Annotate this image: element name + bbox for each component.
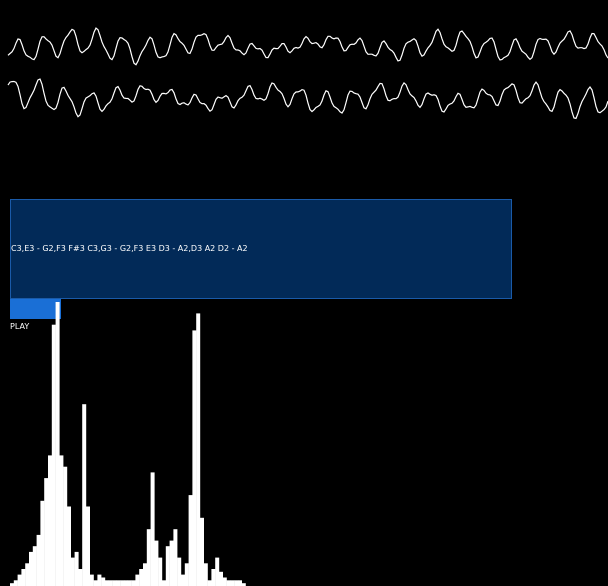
spectrum-bar bbox=[188, 495, 193, 586]
spectrum-bar bbox=[215, 557, 220, 586]
spectrum-bar bbox=[89, 574, 94, 586]
spectrum-bar bbox=[108, 580, 113, 586]
spectrum-bar bbox=[226, 580, 231, 586]
spectrum-bar bbox=[139, 569, 144, 586]
spectrum-bar bbox=[17, 574, 22, 586]
play-button[interactable] bbox=[10, 299, 61, 319]
waveform-line-bottom bbox=[7, 78, 608, 120]
spectrum-bar bbox=[10, 583, 14, 586]
spectrum-bar bbox=[207, 580, 212, 586]
spectrum-bar bbox=[59, 455, 64, 586]
spectrum-bar bbox=[162, 580, 166, 586]
spectrum-bar bbox=[32, 546, 37, 586]
spectrum-display bbox=[10, 302, 246, 586]
spectrum-bar bbox=[63, 466, 68, 586]
spectrum-bar bbox=[173, 529, 178, 586]
spectrum-bar bbox=[184, 563, 189, 586]
spectrum-bar bbox=[67, 506, 71, 586]
spectrum-bar bbox=[181, 574, 185, 586]
play-label: PLAY bbox=[10, 322, 30, 331]
spectrum-bar bbox=[222, 577, 227, 586]
spectrum-bar bbox=[116, 580, 121, 586]
spectrum-bar bbox=[165, 546, 170, 586]
spectrum-bar bbox=[29, 551, 33, 586]
spectrum-bar bbox=[127, 580, 132, 586]
spectrum-bar bbox=[112, 580, 117, 586]
spectrum-bar bbox=[74, 551, 79, 586]
spectrum-bar bbox=[241, 583, 246, 586]
spectrum-bar bbox=[177, 557, 182, 586]
spectrum-bar bbox=[101, 577, 106, 586]
spectrum-bar bbox=[158, 557, 163, 586]
spectrum-bar bbox=[105, 580, 109, 586]
spectrum-bar bbox=[200, 517, 204, 586]
spectrum-bar bbox=[203, 563, 208, 586]
spectrum-bar bbox=[44, 478, 49, 586]
spectrum-bar bbox=[82, 404, 87, 586]
spectrum-bar bbox=[51, 324, 56, 586]
spectrum-bar bbox=[40, 500, 45, 586]
spectrum-bar bbox=[124, 580, 128, 586]
waveform-line-top bbox=[7, 27, 608, 66]
spectrum-bar bbox=[143, 563, 147, 586]
spectrum-bar bbox=[135, 574, 140, 586]
spectrum-bar bbox=[93, 580, 98, 586]
spectrum-bars bbox=[10, 302, 246, 586]
spectrum-bar bbox=[146, 529, 151, 586]
waveform-display bbox=[7, 27, 608, 120]
spectrum-bar bbox=[70, 557, 75, 586]
spectrum-bar bbox=[97, 574, 102, 586]
spectrum-bar bbox=[120, 580, 125, 586]
sequence-text: C3,E3 - G2,F3 F#3 C3,G3 - G2,F3 E3 D3 - … bbox=[11, 244, 248, 253]
spectrum-bar bbox=[25, 563, 30, 586]
spectrum-bar bbox=[192, 330, 197, 586]
spectrum-bar bbox=[78, 569, 83, 586]
spectrum-bar bbox=[230, 580, 235, 586]
spectrum-bar bbox=[131, 580, 136, 586]
spectrum-bar bbox=[169, 540, 174, 586]
sequence-display[interactable]: C3,E3 - G2,F3 F#3 C3,G3 - G2,F3 E3 D3 - … bbox=[10, 199, 512, 299]
spectrum-bar bbox=[21, 569, 26, 586]
spectrum-bar bbox=[55, 302, 60, 586]
spectrum-bar bbox=[238, 580, 242, 586]
spectrum-bar bbox=[36, 534, 41, 586]
spectrum-bar bbox=[86, 506, 90, 586]
spectrum-bar bbox=[48, 455, 52, 586]
spectrum-bar bbox=[196, 313, 201, 586]
spectrum-bar bbox=[219, 571, 223, 586]
spectrum-bar bbox=[13, 580, 18, 586]
spectrum-bar bbox=[234, 580, 239, 586]
spectrum-bar bbox=[211, 569, 216, 586]
spectrum-bar bbox=[150, 472, 155, 586]
spectrum-bar bbox=[154, 540, 159, 586]
